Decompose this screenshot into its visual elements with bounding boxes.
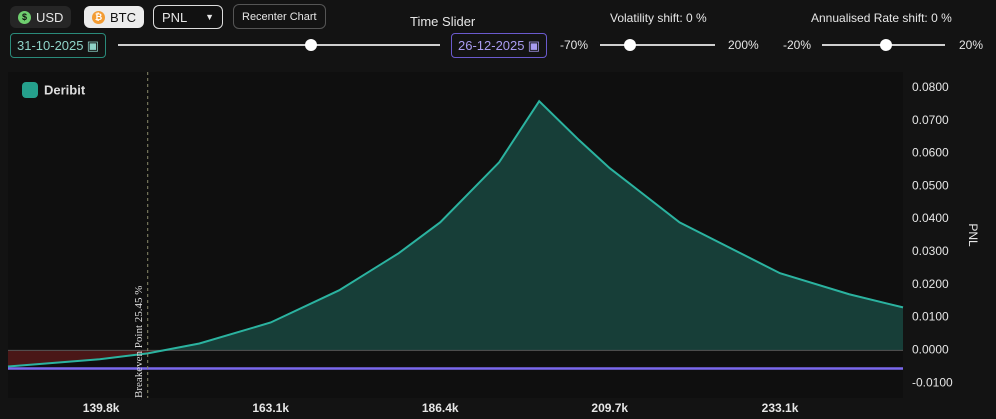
rate-label: Annualised Rate shift: 0 %: [811, 11, 952, 25]
calendar-icon: ▣: [86, 37, 99, 53]
y-axis-label: PNL: [966, 223, 980, 247]
y-tick-label: 0.0100: [912, 310, 949, 324]
rate-knob[interactable]: [880, 39, 892, 51]
y-tick-label: 0.0000: [912, 343, 949, 357]
btc-toggle[interactable]: ₿ BTC: [84, 6, 144, 28]
x-tick-label: 163.1k: [252, 401, 289, 415]
logo-mark: [22, 82, 38, 98]
y-tick-label: 0.0500: [912, 178, 949, 192]
x-tick-label: 209.7k: [591, 401, 628, 415]
view-label: PNL: [162, 9, 188, 25]
rate-max: 20%: [959, 38, 984, 52]
y-tick-label: 0.0600: [912, 146, 949, 160]
end-date: 26-12-2025: [458, 38, 525, 53]
dropdown-caret: ▼: [205, 12, 214, 22]
start-date-input[interactable]: 31-10-2025 ▣: [10, 33, 106, 58]
brand-name: Deribit: [44, 82, 86, 97]
profit-area: [163, 101, 903, 351]
end-date-input[interactable]: 26-12-2025 ▣: [451, 33, 547, 58]
x-tick-label: 233.1k: [762, 401, 799, 415]
usd-toggle[interactable]: $ USD: [10, 6, 72, 28]
pnl-line: [7, 99, 904, 368]
calendar-icon: ▣: [527, 37, 540, 53]
btc-label: BTC: [110, 9, 136, 25]
volatility-track[interactable]: [600, 44, 715, 46]
x-tick-label: 186.4k: [422, 401, 459, 415]
breakeven-label: Breakeven Point 25.45 %: [133, 286, 145, 398]
volatility-max: 200%: [728, 38, 759, 52]
y-tick-label: 0.0300: [912, 244, 949, 258]
rate-min: -20%: [783, 38, 812, 52]
y-tick-label: 0.0400: [912, 211, 949, 225]
view-dropdown[interactable]: PNL ▼: [153, 5, 223, 29]
volatility-knob[interactable]: [624, 39, 636, 51]
y-tick-label: 0.0800: [912, 80, 949, 94]
volatility-label: Volatility shift: 0 %: [610, 11, 707, 25]
y-tick-label: -0.0100: [912, 375, 953, 389]
time-slider-knob[interactable]: [305, 39, 317, 51]
usd-icon: $: [18, 10, 31, 24]
recenter-label: Recenter Chart: [242, 10, 317, 23]
x-tick-label: 139.8k: [83, 401, 120, 415]
volatility-min: -70%: [560, 38, 589, 52]
usd-label: USD: [36, 9, 64, 25]
deribit-logo: Deribit: [22, 82, 86, 98]
time-slider-track[interactable]: [118, 44, 440, 46]
loss-area: [8, 350, 903, 367]
recenter-button[interactable]: Recenter Chart: [233, 4, 326, 29]
y-tick-label: 0.0200: [912, 277, 949, 291]
start-date: 31-10-2025: [17, 38, 84, 53]
btc-icon: ₿: [92, 10, 105, 24]
y-tick-label: 0.0700: [912, 113, 949, 127]
time-slider-label: Time Slider: [410, 14, 476, 29]
